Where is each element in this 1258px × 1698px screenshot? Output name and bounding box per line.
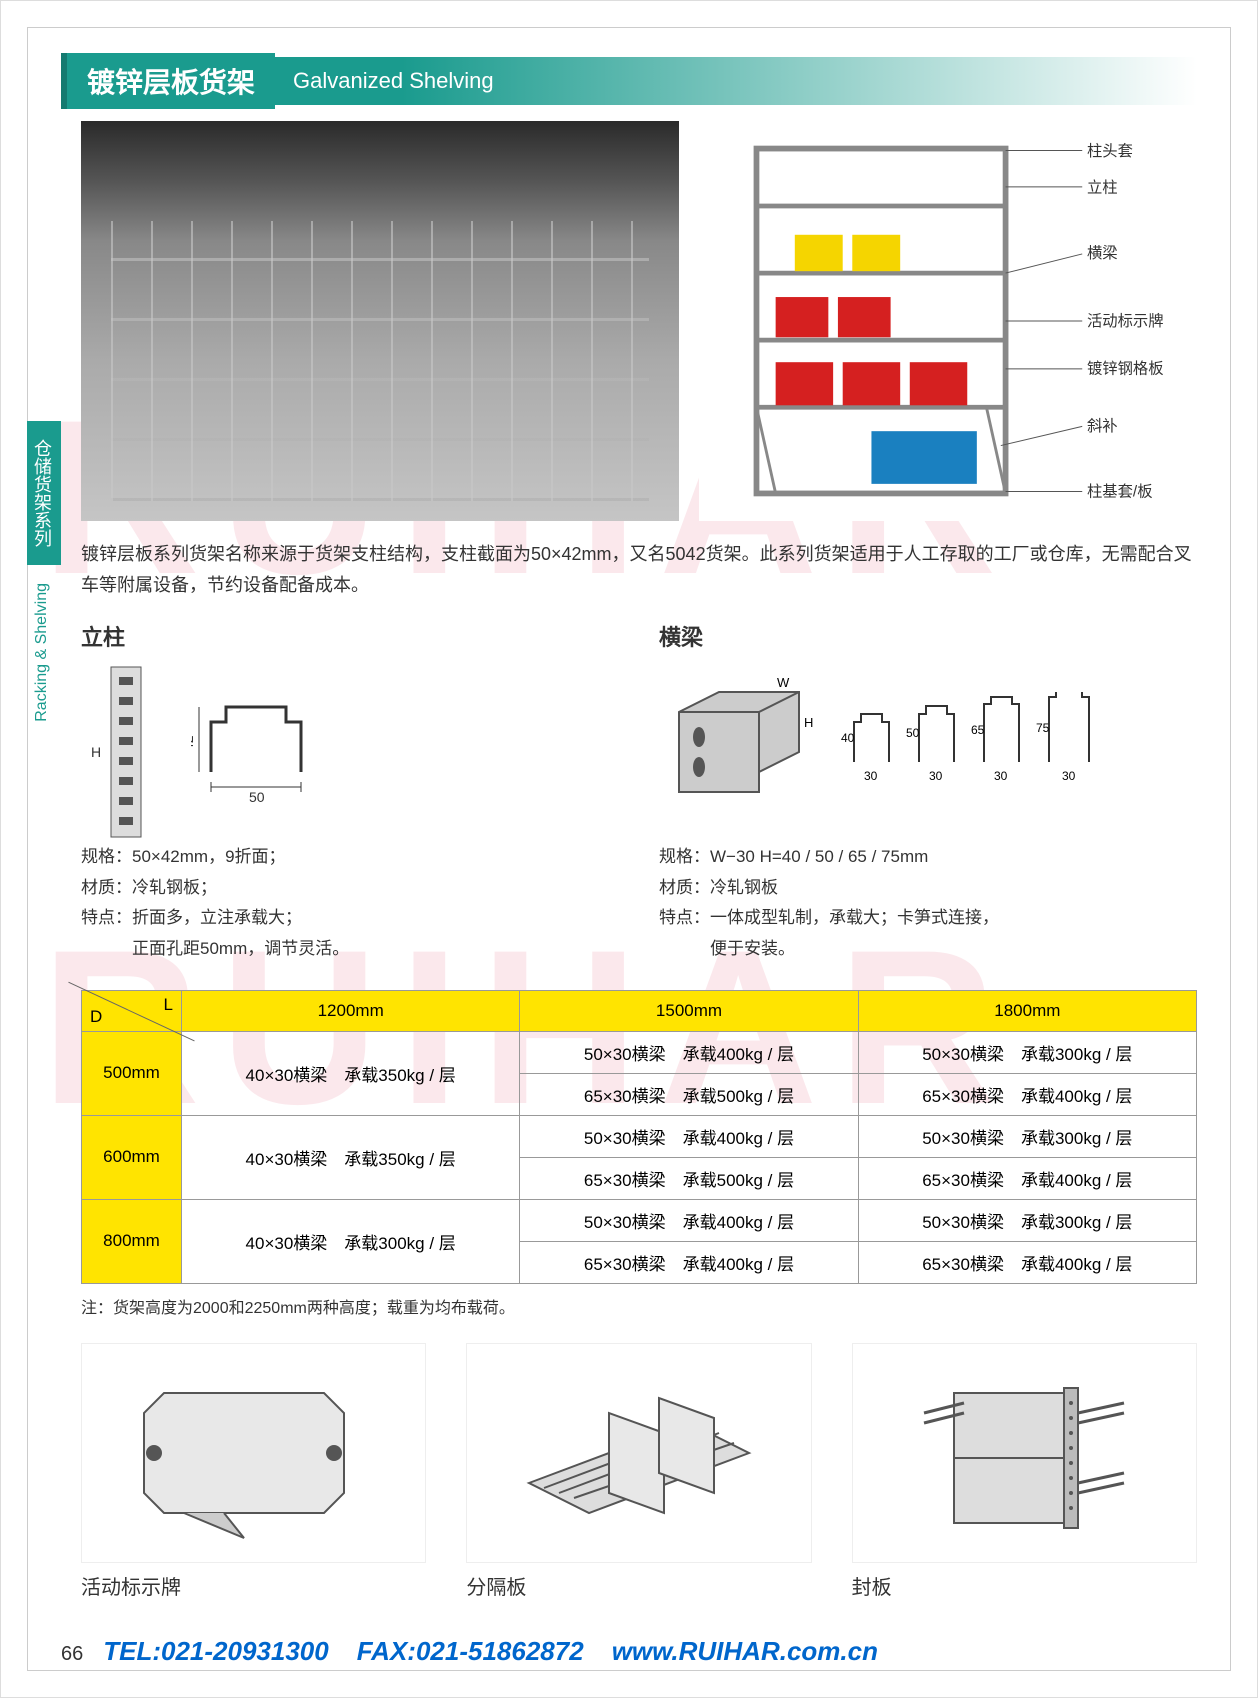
table-d-header: 500mm	[82, 1031, 182, 1115]
warehouse-photo	[81, 121, 679, 521]
svg-text:50: 50	[906, 726, 920, 740]
page-number: 66	[61, 1643, 83, 1666]
table-cell: 65×30横梁 承载400kg / 层	[858, 1073, 1196, 1115]
svg-text:H: H	[804, 715, 813, 730]
spec-title: 立柱	[81, 620, 619, 652]
table-d-header: 600mm	[82, 1115, 182, 1199]
table-cell: 50×30横梁 承载300kg / 层	[858, 1115, 1196, 1157]
shelf-label: 柱头套	[1087, 143, 1133, 160]
table-cell: 50×30横梁 承载300kg / 层	[858, 1199, 1196, 1241]
beam-spec: 横梁 H W 30 40	[659, 620, 1197, 964]
table-cell: 50×30横梁 承载400kg / 层	[520, 1031, 858, 1073]
table-corner: L D	[82, 990, 182, 1031]
table-cell: 65×30横梁 承载500kg / 层	[520, 1157, 858, 1199]
table-cell: 40×30横梁 承载350kg / 层	[182, 1115, 520, 1199]
shelf-label: 镀锌钢格板	[1087, 360, 1164, 378]
description: 镀锌层板系列货架名称来源于货架支柱结构，支柱截面为50×42mm，又名5042货…	[81, 539, 1197, 600]
table-cell: 40×30横梁 承载350kg / 层	[182, 1031, 520, 1115]
table-note: 注：货架高度为2000和2250mm两种高度；载重为均布载荷。	[81, 1294, 1197, 1318]
bottom-diagrams: 活动标示牌 分隔板	[81, 1343, 1197, 1600]
diagram-label: 封板	[852, 1571, 1197, 1600]
header-bar: 镀锌层板货架 Galvanized Shelving	[61, 57, 1197, 105]
svg-text:42: 42	[191, 735, 196, 751]
side-tab-cn: 仓储货架系列	[27, 421, 61, 565]
side-tab: 仓储货架系列 Racking & Shelving	[27, 421, 61, 711]
spec-text: 规格：50×42mm，9折面； 材质：冷轧钢板； 特点：折面多，立注承载大； 正…	[81, 842, 619, 964]
svg-text:H: H	[91, 744, 101, 760]
svg-text:30: 30	[864, 769, 878, 783]
table-cell: 65×30横梁 承载500kg / 层	[520, 1073, 858, 1115]
svg-text:30: 30	[994, 769, 1008, 783]
footer-tel: TEL:021-20931300	[103, 1636, 328, 1667]
svg-text:40: 40	[841, 731, 855, 745]
table-cell: 65×30横梁 承载400kg / 层	[858, 1157, 1196, 1199]
svg-text:50: 50	[249, 789, 265, 805]
load-table: L D 1200mm 1500mm 1800mm 500mm 40×30横梁 承…	[81, 990, 1197, 1284]
table-cell: 65×30横梁 承载400kg / 层	[520, 1241, 858, 1283]
svg-text:W: W	[777, 675, 790, 690]
header-title-cn: 镀锌层板货架	[61, 53, 275, 109]
table-cell: 50×30横梁 承载300kg / 层	[858, 1031, 1196, 1073]
shelf-label: 立柱	[1087, 180, 1118, 197]
spec-text: 规格：W−30 H=40 / 50 / 65 / 75mm 材质：冷轧钢板 特点…	[659, 842, 1197, 964]
spec-title: 横梁	[659, 620, 1197, 652]
diagram-panel: 封板	[852, 1343, 1197, 1600]
table-header: 1500mm	[520, 990, 858, 1031]
footer-web: www.RUIHAR.com.cn	[612, 1636, 878, 1667]
side-tab-en: Racking & Shelving	[27, 565, 61, 740]
diagram-label: 分隔板	[466, 1571, 811, 1600]
svg-text:65: 65	[971, 723, 985, 737]
column-spec: 立柱 H	[81, 620, 619, 964]
image-row: 柱头套 立柱 横梁 活动标示牌 镀锌钢格板 斜补 柱基套/板	[81, 121, 1197, 521]
footer: 66 TEL:021-20931300 FAX:021-51862872 www…	[61, 1636, 1197, 1667]
shelf-label: 横梁	[1087, 245, 1118, 262]
shelf-diagram: 柱头套 立柱 横梁 活动标示牌 镀锌钢格板 斜补 柱基套/板	[699, 121, 1197, 521]
header-title-en: Galvanized Shelving	[293, 68, 494, 94]
table-cell: 50×30横梁 承载400kg / 层	[520, 1115, 858, 1157]
content: 柱头套 立柱 横梁 活动标示牌 镀锌钢格板 斜补 柱基套/板 镀锌层板系列货架名…	[81, 121, 1197, 1600]
shelf-label: 斜补	[1087, 418, 1118, 435]
table-cell: 50×30横梁 承载400kg / 层	[520, 1199, 858, 1241]
svg-text:75: 75	[1036, 721, 1050, 735]
svg-text:30: 30	[1062, 769, 1076, 783]
diagram-sign: 活动标示牌	[81, 1343, 426, 1600]
diagram-label: 活动标示牌	[81, 1571, 426, 1600]
shelf-label: 柱基套/板	[1087, 482, 1153, 500]
diagram-divider: 分隔板	[466, 1343, 811, 1600]
table-cell: 40×30横梁 承载300kg / 层	[182, 1199, 520, 1283]
footer-fax: FAX:021-51862872	[357, 1636, 584, 1667]
specs-row: 立柱 H	[81, 620, 1197, 964]
table-header: 1200mm	[182, 990, 520, 1031]
table-cell: 65×30横梁 承载400kg / 层	[858, 1241, 1196, 1283]
shelf-label: 活动标示牌	[1087, 313, 1164, 330]
table-d-header: 800mm	[82, 1199, 182, 1283]
table-header: 1800mm	[858, 990, 1196, 1031]
svg-text:30: 30	[929, 769, 943, 783]
